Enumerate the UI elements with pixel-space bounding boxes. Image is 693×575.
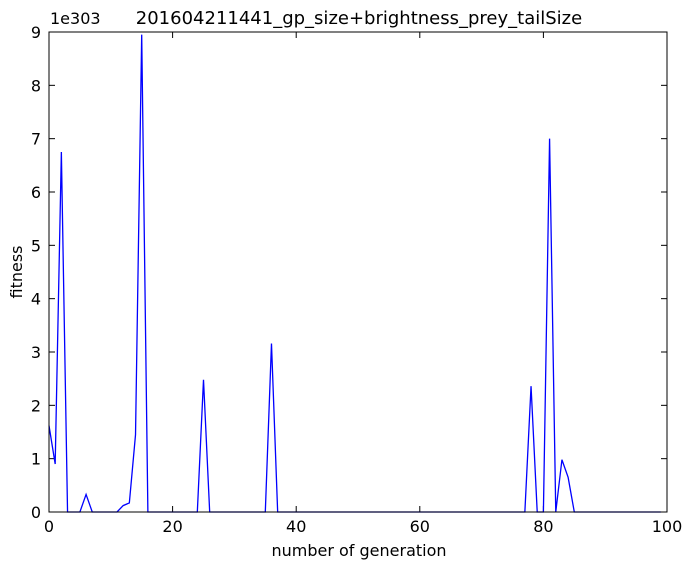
y-tick-label: 5 [31,236,41,255]
y-tick-label: 6 [31,183,41,202]
y-tick-label: 8 [31,76,41,95]
y-axis-offset-label: 1e303 [50,9,101,28]
y-tick-label: 4 [31,290,41,309]
x-axis-label: number of generation [271,541,446,560]
plot-frame [48,31,668,513]
x-tick-label: 100 [652,517,683,536]
x-tick-label: 0 [44,517,54,536]
y-tick-label: 0 [31,503,41,522]
y-tick-label: 7 [31,130,41,149]
y-tick-label: 2 [31,396,41,415]
y-axis-label: fitness [7,245,26,298]
x-tick-label: 80 [533,517,553,536]
x-tick-label: 20 [162,517,182,536]
y-tick-label: 9 [31,23,41,42]
fitness-series-line [48,34,661,513]
x-tick-label: 60 [410,517,430,536]
x-tick-label: 40 [286,517,306,536]
series-line-group [48,34,661,513]
y-tick-label: 1 [31,450,41,469]
y-tick-label: 3 [31,343,41,362]
axis-ticks: 0 20 40 60 80 100 0 1 2 3 4 5 6 7 8 9 [31,23,682,536]
chart-title: 201604211441_gp_size+brightness_prey_tai… [136,8,582,29]
